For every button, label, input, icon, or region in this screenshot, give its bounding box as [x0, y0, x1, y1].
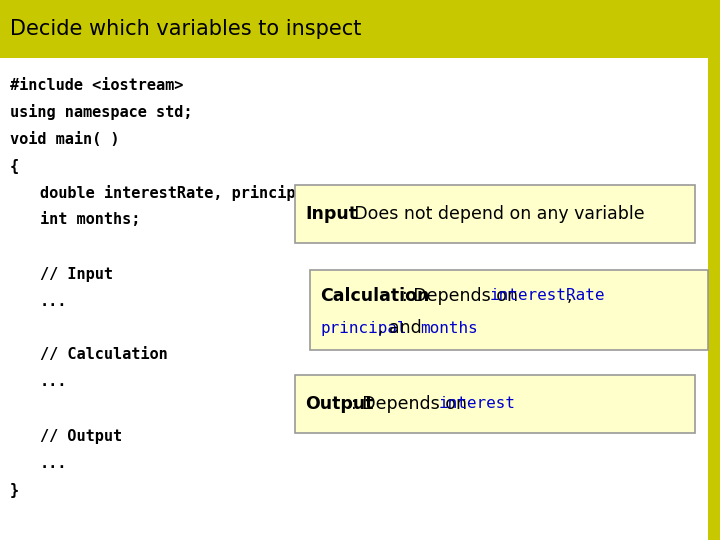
Text: Output: Output: [305, 395, 374, 413]
Text: }: }: [10, 483, 19, 497]
Text: #include <iostream>: #include <iostream>: [10, 78, 184, 92]
Text: {: {: [10, 159, 19, 173]
Text: ...: ...: [40, 456, 68, 470]
Text: // Output: // Output: [40, 429, 122, 443]
Text: interest: interest: [439, 396, 516, 411]
Text: , and: , and: [378, 319, 427, 338]
Text: Decide which variables to inspect: Decide which variables to inspect: [10, 19, 361, 39]
Text: months: months: [420, 321, 478, 336]
Bar: [295, 185, 695, 243]
Text: : Does not depend on any variable: : Does not depend on any variable: [343, 205, 644, 223]
Bar: [708, 58, 720, 540]
Text: principal: principal: [320, 321, 407, 336]
Text: using namespace std;: using namespace std;: [10, 104, 192, 120]
Text: interestRate: interestRate: [490, 288, 606, 303]
Bar: [295, 375, 695, 433]
Text: ...: ...: [40, 294, 68, 308]
Text: // Calculation: // Calculation: [40, 348, 168, 362]
Text: double interestRate, principal, interest;: double interestRate, principal, interest…: [40, 185, 414, 201]
Text: void main( ): void main( ): [10, 132, 120, 146]
Bar: [0, 0, 720, 58]
Text: : Depends on: : Depends on: [351, 395, 472, 413]
Bar: [0, 58, 708, 540]
Text: Input: Input: [305, 205, 357, 223]
Text: : Depends on: : Depends on: [402, 287, 523, 305]
Bar: [310, 270, 708, 350]
Text: ...: ...: [40, 375, 68, 389]
Text: int months;: int months;: [40, 213, 140, 227]
Text: Calculation: Calculation: [320, 287, 429, 305]
Text: // Input: // Input: [40, 267, 113, 281]
Text: ,: ,: [567, 287, 572, 305]
